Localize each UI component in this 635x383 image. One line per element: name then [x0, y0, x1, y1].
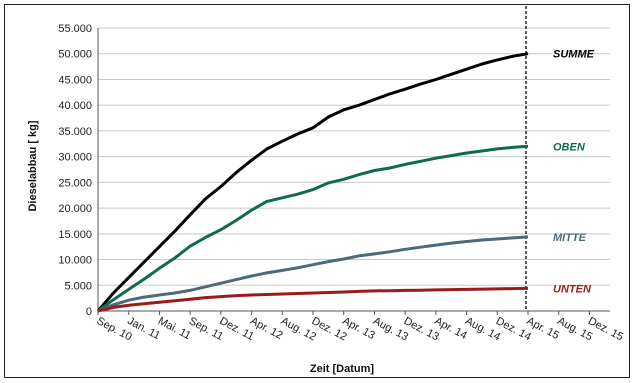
series-label-unten: UNTEN: [553, 283, 592, 295]
series-label-summe: SUMME: [553, 49, 595, 61]
y-tick-label: 35.000: [58, 126, 92, 138]
y-tick-label: 40.000: [58, 100, 92, 112]
series-label-oben: OBEN: [553, 141, 586, 153]
y-axis-title: Dieselabbau [ kg]: [27, 120, 39, 211]
y-tick-label: 5.000: [64, 280, 92, 292]
series-line-oben: [97, 144, 529, 313]
y-tick-label: 10.000: [58, 255, 92, 267]
y-tick-label: 20.000: [58, 203, 92, 215]
y-tick-label: 15.000: [58, 229, 92, 241]
series-line-unten: [97, 286, 529, 313]
y-tick-label: 50.000: [58, 49, 92, 61]
y-tick-label: 25.000: [58, 177, 92, 189]
x-tick-label: Sep. 11: [187, 315, 225, 343]
y-tick-label: 0: [86, 306, 92, 318]
x-axis-title: Zeit [Datum]: [310, 363, 375, 375]
y-tick-label: 30.000: [58, 152, 92, 164]
x-tick-label: Dez. 15: [586, 315, 625, 343]
x-tick-label: Mai. 11: [156, 315, 193, 342]
y-tick-label: 55.000: [58, 23, 92, 35]
x-tick-label: Dez. 11: [217, 315, 255, 343]
series-label-mitte: MITTE: [553, 232, 587, 244]
y-tick-label: 45.000: [58, 74, 92, 86]
series-line-mitte: [97, 235, 529, 313]
series-line-summe: [96, 52, 529, 312]
x-tick-label: Apr. 12: [248, 315, 284, 342]
